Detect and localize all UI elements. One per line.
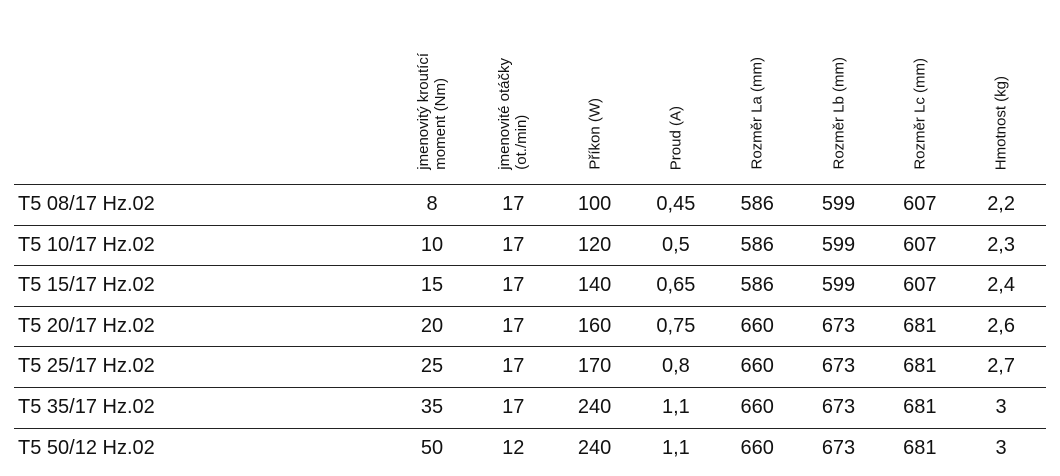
model-name: T5 20/17 Hz.02 bbox=[18, 314, 155, 337]
table-value: 12 bbox=[502, 436, 525, 459]
table-value: 673 bbox=[821, 436, 856, 459]
header-line: Rozměr Lb (mm) bbox=[830, 57, 847, 170]
table-value: 2,4 bbox=[987, 274, 1015, 297]
table-value: 20 bbox=[420, 314, 444, 337]
table-value: 681 bbox=[903, 436, 937, 459]
header-line: (ot./min) bbox=[513, 114, 531, 170]
table-value: 599 bbox=[821, 193, 856, 215]
table-value: 17 bbox=[502, 355, 525, 378]
table-value: 607 bbox=[903, 233, 937, 256]
table-value: 0,8 bbox=[661, 355, 690, 378]
header-line: Rozměr Lc (mm) bbox=[911, 58, 929, 170]
table-value: 240 bbox=[577, 396, 612, 418]
column-header: Rozměr La (mm) bbox=[749, 57, 766, 170]
table-value: 586 bbox=[740, 193, 774, 215]
table-value: 100 bbox=[577, 193, 612, 215]
table-value: 3 bbox=[995, 396, 1007, 418]
column-header: Rozměr Lb (mm) bbox=[830, 57, 847, 170]
table-value: 586 bbox=[740, 274, 774, 297]
table-value: 2,2 bbox=[987, 193, 1015, 215]
model-name: T5 35/17 Hz.02 bbox=[18, 396, 155, 418]
table-value: 160 bbox=[577, 314, 612, 337]
table-value: 673 bbox=[821, 396, 856, 418]
row-rule bbox=[14, 305, 1046, 307]
table-value: 660 bbox=[740, 396, 774, 418]
header-line: jmenovité otáčky bbox=[496, 58, 514, 170]
row-rule bbox=[14, 387, 1046, 388]
table-value: 17 bbox=[502, 233, 525, 256]
table-value: 607 bbox=[903, 193, 937, 215]
table-value: 17 bbox=[502, 396, 525, 418]
table-value: 240 bbox=[577, 436, 612, 459]
table-value: 681 bbox=[903, 396, 937, 418]
table-value: 120 bbox=[577, 233, 612, 256]
table-value: 681 bbox=[903, 314, 937, 337]
table-value: 17 bbox=[502, 193, 525, 215]
row-rule bbox=[14, 265, 1046, 267]
table-value: 10 bbox=[420, 233, 444, 256]
header-line: Hmotnost (kg) bbox=[992, 75, 1010, 170]
row-rule bbox=[14, 427, 1046, 429]
table-value: 17 bbox=[502, 314, 525, 337]
table-value: 2,7 bbox=[987, 355, 1015, 378]
table-value: 2,3 bbox=[987, 233, 1015, 256]
table-value: 1,1 bbox=[661, 436, 690, 459]
header-line: moment (Nm) bbox=[432, 78, 449, 170]
row-rule bbox=[14, 346, 1046, 348]
table-value: 673 bbox=[821, 314, 856, 337]
table-value: 607 bbox=[903, 274, 937, 297]
table-value: 599 bbox=[821, 233, 856, 256]
column-header: Příkon (W) bbox=[586, 98, 603, 170]
model-name: T5 25/17 Hz.02 bbox=[18, 355, 155, 378]
table-value: 8 bbox=[426, 193, 438, 215]
column-header: jmenovité otáčky (ot./min) bbox=[496, 58, 530, 170]
model-name: T5 50/12 Hz.02 bbox=[18, 436, 155, 459]
header-line: Příkon (W) bbox=[586, 98, 604, 170]
table-value: 0,5 bbox=[661, 233, 690, 256]
table-value: 140 bbox=[577, 274, 612, 297]
table-value: 586 bbox=[740, 233, 774, 256]
column-header: jmenovitý kroutící moment (Nm) bbox=[415, 53, 449, 170]
table-value: 2,6 bbox=[987, 314, 1015, 337]
table-value: 25 bbox=[420, 355, 444, 378]
table-value: 50 bbox=[420, 436, 444, 459]
table-value: 35 bbox=[420, 396, 444, 418]
column-header: Hmotnost (kg) bbox=[993, 76, 1010, 170]
table-value: 0,45 bbox=[656, 193, 696, 215]
column-header: Rozměr Lc (mm) bbox=[911, 58, 928, 170]
table-value: 660 bbox=[740, 314, 774, 337]
table-value: 599 bbox=[821, 274, 856, 297]
table-value: 3 bbox=[995, 436, 1007, 459]
table-value: 681 bbox=[903, 355, 937, 378]
table-value: 673 bbox=[821, 355, 856, 378]
model-name: T5 10/17 Hz.02 bbox=[18, 233, 155, 256]
table-value: 170 bbox=[577, 355, 612, 378]
table-value: 1,1 bbox=[661, 396, 690, 418]
header-line: Rozměr La (mm) bbox=[748, 57, 766, 170]
row-rule bbox=[14, 224, 1046, 226]
table-value: 660 bbox=[740, 436, 774, 459]
header-line: Proud (A) bbox=[667, 105, 685, 170]
table-value: 15 bbox=[420, 274, 444, 297]
header-line: jmenovitý kroutící bbox=[415, 53, 432, 170]
table-value: 0,75 bbox=[656, 314, 696, 337]
column-header: Proud (A) bbox=[667, 106, 684, 170]
table-value: 660 bbox=[740, 355, 774, 378]
table-value: 0,65 bbox=[656, 274, 696, 297]
model-name: T5 08/17 Hz.02 bbox=[18, 193, 155, 215]
model-name: T5 15/17 Hz.02 bbox=[18, 274, 155, 297]
row-rule bbox=[14, 184, 1046, 185]
table-value: 17 bbox=[502, 274, 525, 297]
